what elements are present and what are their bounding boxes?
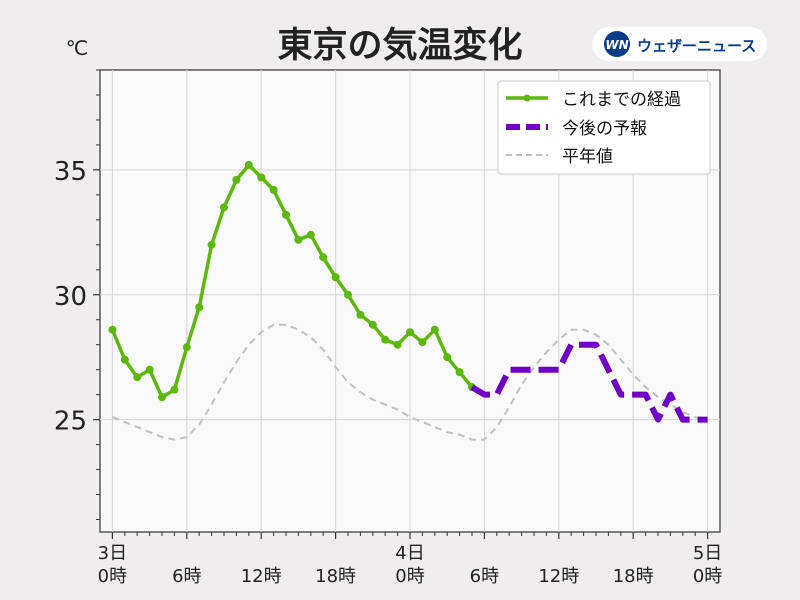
data-point bbox=[244, 160, 253, 169]
x-tick-hour: 6時 bbox=[172, 566, 201, 587]
series-layer bbox=[108, 160, 708, 441]
brand-logo: WN ウェザーニュース bbox=[592, 27, 767, 61]
series-line-1 bbox=[470, 341, 708, 423]
legend-item-observed: これまでの経過 bbox=[506, 90, 681, 110]
data-point bbox=[145, 365, 154, 374]
brand-name: ウェザーニュース bbox=[637, 37, 756, 55]
data-point bbox=[282, 210, 290, 219]
x-tick-hour: 18時 bbox=[613, 566, 654, 587]
data-point bbox=[443, 353, 452, 362]
x-tick-hour: 12時 bbox=[241, 566, 282, 587]
legend-item-normal: 平年値 bbox=[506, 147, 613, 167]
series-line-2 bbox=[112, 323, 708, 441]
data-point bbox=[418, 338, 427, 347]
x-tick-date: 3日 bbox=[98, 543, 127, 564]
x-tick-hour: 6時 bbox=[470, 566, 499, 587]
data-point bbox=[368, 320, 377, 329]
logo-mark-text: WN bbox=[605, 38, 628, 52]
data-point bbox=[207, 240, 216, 249]
x-tick-date: 5日 bbox=[693, 543, 722, 564]
data-point bbox=[331, 273, 340, 282]
data-point bbox=[455, 368, 464, 377]
y-tick-label: 25 bbox=[54, 407, 87, 437]
x-tick-date: 4日 bbox=[395, 543, 424, 564]
legend-label-forecast: 今後の予報 bbox=[562, 119, 647, 139]
legend-box bbox=[497, 80, 711, 175]
data-point bbox=[108, 325, 117, 334]
data-point bbox=[232, 175, 241, 184]
data-point bbox=[195, 303, 204, 312]
minor-ticks bbox=[93, 69, 709, 539]
legend: これまでの経過 今後の予報 平年値 bbox=[497, 80, 711, 175]
legend-label-normal: 平年値 bbox=[562, 147, 613, 167]
data-point bbox=[430, 325, 439, 334]
data-point bbox=[406, 328, 414, 337]
data-point bbox=[269, 185, 278, 194]
x-tick-hour: 18時 bbox=[315, 566, 356, 587]
data-point bbox=[356, 310, 365, 319]
data-point bbox=[170, 385, 179, 394]
data-point bbox=[306, 230, 315, 239]
data-point bbox=[182, 343, 191, 352]
data-point bbox=[393, 340, 402, 349]
data-point bbox=[344, 290, 352, 299]
legend-item-forecast: 今後の予報 bbox=[506, 119, 647, 139]
data-point bbox=[120, 355, 129, 364]
legend-label-observed: これまでの経過 bbox=[562, 90, 681, 110]
data-point bbox=[257, 173, 266, 182]
chart-title: 東京の気温変化 bbox=[277, 25, 522, 66]
x-tick-hour: 12時 bbox=[538, 566, 579, 587]
x-tick-hour: 0時 bbox=[693, 566, 722, 587]
x-tick-hour: 0時 bbox=[98, 566, 127, 587]
x-tick-hour: 0時 bbox=[395, 566, 424, 587]
data-point bbox=[319, 253, 328, 262]
data-point bbox=[220, 203, 228, 212]
y-axis-unit: ℃ bbox=[66, 36, 88, 60]
logo-mark-icon bbox=[604, 31, 630, 57]
data-point bbox=[381, 335, 390, 344]
y-tick-label: 35 bbox=[54, 157, 87, 187]
data-point bbox=[133, 373, 142, 382]
y-tick-label: 30 bbox=[54, 282, 87, 312]
data-point bbox=[158, 393, 166, 402]
data-point bbox=[294, 235, 303, 244]
